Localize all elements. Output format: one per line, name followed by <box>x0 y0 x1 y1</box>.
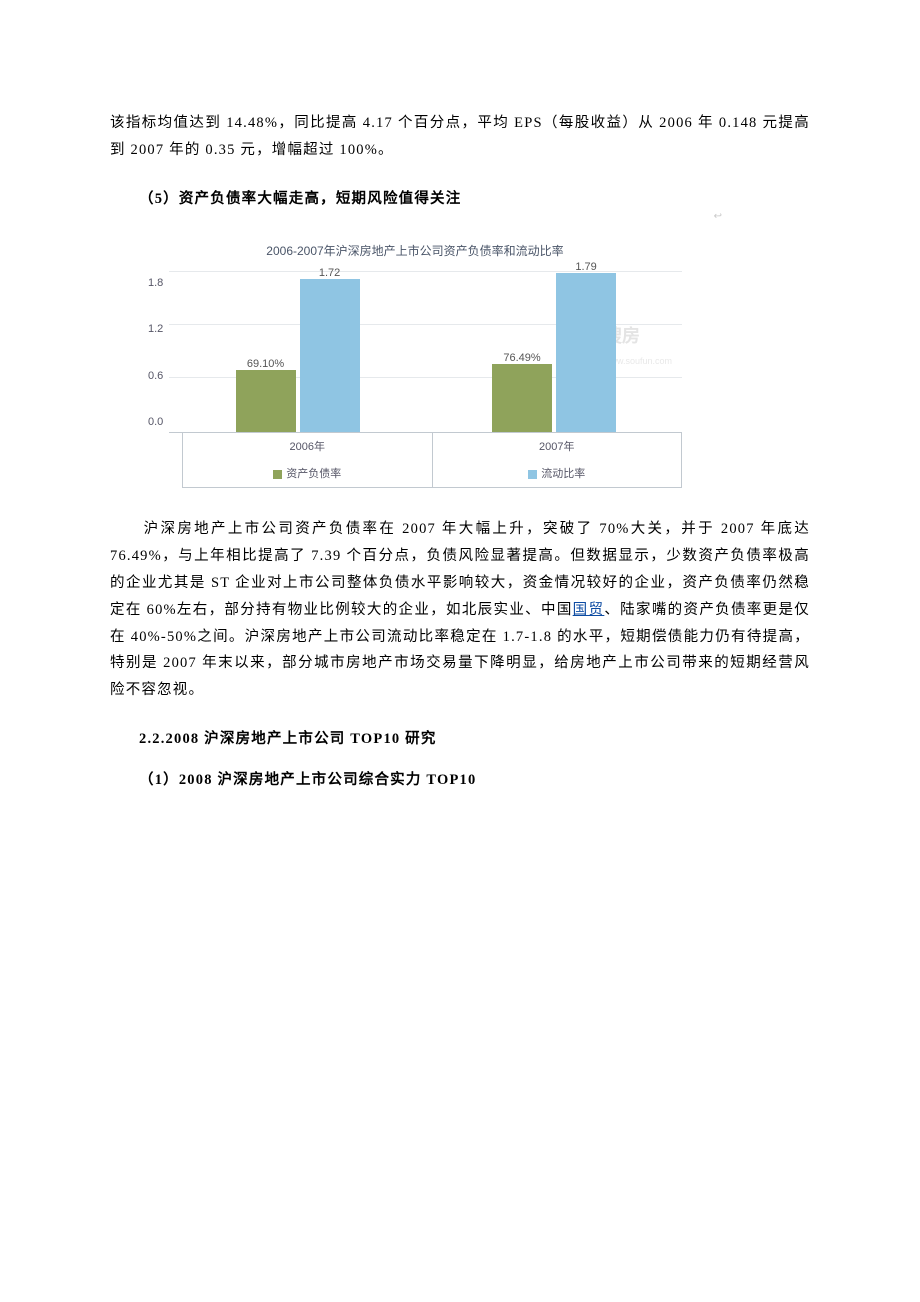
bar-current-ratio: 1.72 <box>300 279 360 432</box>
y-tick: 1.8 <box>148 273 163 293</box>
legend-item: 资产负债率 <box>183 461 432 487</box>
x-axis: 2006年 2007年 <box>182 433 682 461</box>
bar-current-ratio: 1.79 <box>556 273 616 432</box>
y-tick: 0.6 <box>148 366 163 386</box>
plot-area: 搜房 www.soufun.com 69.10%1.7276.49%1.79 <box>169 273 682 433</box>
bar-value-label: 1.79 <box>575 257 596 277</box>
x-category: 2006年 <box>182 433 433 461</box>
y-tick: 1.2 <box>148 319 163 339</box>
gridline <box>169 271 682 272</box>
legend-swatch-green <box>273 470 282 479</box>
bar-debt-ratio: 76.49% <box>492 364 552 432</box>
y-tick: 0.0 <box>148 412 163 432</box>
legend: 资产负债率 流动比率 <box>182 461 682 488</box>
legend-item: 流动比率 <box>432 461 682 487</box>
bar-value-label: 69.10% <box>247 354 284 374</box>
chart-container: ↩ 2006-2007年沪深房地产上市公司资产负债率和流动比率 1.8 1.2 … <box>148 240 682 488</box>
x-category: 2007年 <box>433 433 683 461</box>
section-heading-2-2-1: （1）2008 沪深房地产上市公司综合实力 TOP10 <box>110 767 810 794</box>
legend-swatch-blue <box>528 470 537 479</box>
chart-title: 2006-2007年沪深房地产上市公司资产负债率和流动比率 <box>148 240 682 262</box>
link-guomao[interactable]: 国贸 <box>573 602 605 618</box>
section-heading-2-2: 2.2.2008 沪深房地产上市公司 TOP10 研究 <box>110 726 810 753</box>
bar-value-label: 76.49% <box>503 348 540 368</box>
y-axis: 1.8 1.2 0.6 0.0 <box>148 273 169 433</box>
body-paragraph: 沪深房地产上市公司资产负债率在 2007 年大幅上升，突破了 70%大关，并于 … <box>110 516 810 704</box>
bar-debt-ratio: 69.10% <box>236 370 296 431</box>
intro-paragraph: 该指标均值达到 14.48%，同比提高 4.17 个百分点，平均 EPS（每股收… <box>110 110 810 164</box>
page-edge-mark: ↩ <box>714 208 722 227</box>
section-heading-5: （5）资产负债率大幅走高，短期风险值得关注 <box>110 186 810 213</box>
bar-value-label: 1.72 <box>319 263 340 283</box>
